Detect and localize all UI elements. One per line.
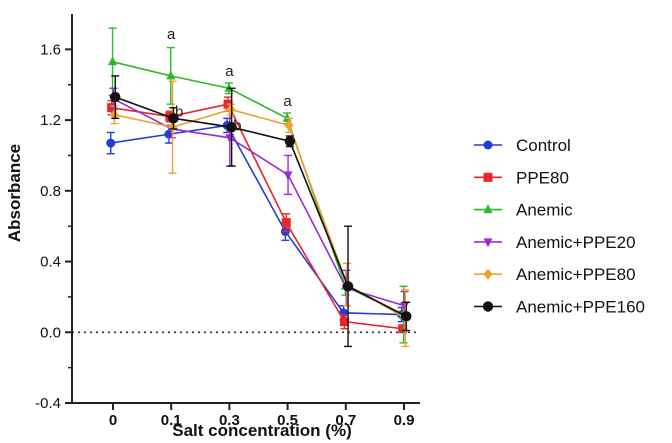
series-line: [112, 60, 404, 316]
y-tick-label: 0.0: [40, 324, 61, 341]
data-point: [168, 121, 178, 133]
legend-marker: [483, 268, 493, 280]
legend-marker: [483, 140, 493, 150]
series-line: [114, 108, 406, 319]
data-point: [284, 136, 296, 147]
series-anemic-ppe160: [110, 75, 412, 348]
legend-label: Anemic+PPE80: [516, 265, 636, 284]
data-point: [284, 119, 294, 131]
data-point: [401, 311, 412, 322]
data-point: [109, 109, 119, 121]
legend-marker: [483, 172, 493, 182]
legend-label: Anemic+PPE20: [516, 233, 636, 252]
y-tick-label: 1.2: [40, 112, 61, 129]
legend-marker: [483, 204, 493, 214]
data-point: [398, 324, 408, 334]
data-point: [283, 171, 293, 181]
legend-marker: [483, 238, 493, 248]
data-point: [339, 317, 349, 327]
y-tick-label: 0.4: [40, 254, 61, 271]
series-control: [106, 117, 407, 323]
annotation-label: a: [283, 93, 292, 110]
data-point: [226, 121, 237, 133]
x-ticks: 0 0.1 0.3 0.5 0.7 0.9: [109, 403, 415, 429]
series-line: [111, 103, 403, 330]
data-point: [166, 70, 176, 80]
x-tick-label: 0.3: [219, 412, 240, 429]
series: [106, 27, 412, 348]
legend-label: Control: [516, 136, 571, 155]
legend-item: Anemic+PPE20: [474, 233, 636, 252]
legend-item: Anemic: [474, 201, 573, 220]
series-ppe80: [107, 96, 408, 334]
legend-label: Anemic+PPE160: [516, 298, 645, 317]
x-tick-label: 0: [109, 412, 117, 429]
x-tick-label: 0.9: [394, 412, 415, 429]
legend-item: Anemic+PPE80: [474, 265, 636, 284]
data-point: [168, 113, 179, 124]
annotation-label: a: [225, 63, 234, 80]
legend-item: PPE80: [474, 168, 569, 187]
y-ticks: -0.4 0.0 0.4 0.8 1.2 1.6: [35, 41, 72, 412]
legend: Control PPE80 Anemic Anemic+PPE20 Anemic+PPE…: [474, 136, 645, 317]
series-line: [114, 96, 407, 318]
series-line: [110, 124, 402, 316]
series-anemic: [108, 27, 409, 344]
legend-label: PPE80: [516, 168, 569, 187]
y-tick-label: 1.6: [40, 41, 61, 58]
data-point: [226, 103, 236, 115]
data-point: [342, 281, 354, 292]
data-point: [108, 56, 118, 66]
legend-label: Anemic: [516, 201, 573, 220]
legend-marker: [482, 301, 494, 312]
x-tick-label: 0.5: [277, 412, 298, 429]
axes: [71, 14, 420, 404]
data-point: [107, 103, 117, 113]
x-axis-title: Salt concentration (%): [172, 421, 351, 440]
legend-item: Anemic+PPE160: [474, 298, 645, 317]
data-point: [110, 91, 121, 103]
y-tick-label: -0.4: [35, 395, 61, 412]
data-point: [106, 138, 116, 148]
annotation-label: b: [233, 118, 241, 135]
annotation-label: b: [175, 104, 183, 121]
x-tick-label: 0.7: [335, 412, 356, 429]
y-tick-label: 0.8: [40, 183, 61, 200]
data-point: [225, 134, 235, 144]
data-point: [281, 218, 291, 228]
legend-item: Control: [474, 136, 571, 155]
y-axis-title: Absorbance: [5, 144, 24, 242]
series-line: [113, 98, 405, 307]
x-tick-label: 0.1: [161, 412, 182, 429]
annotations: a b a b a: [167, 26, 292, 135]
annotation-label: a: [167, 26, 176, 43]
